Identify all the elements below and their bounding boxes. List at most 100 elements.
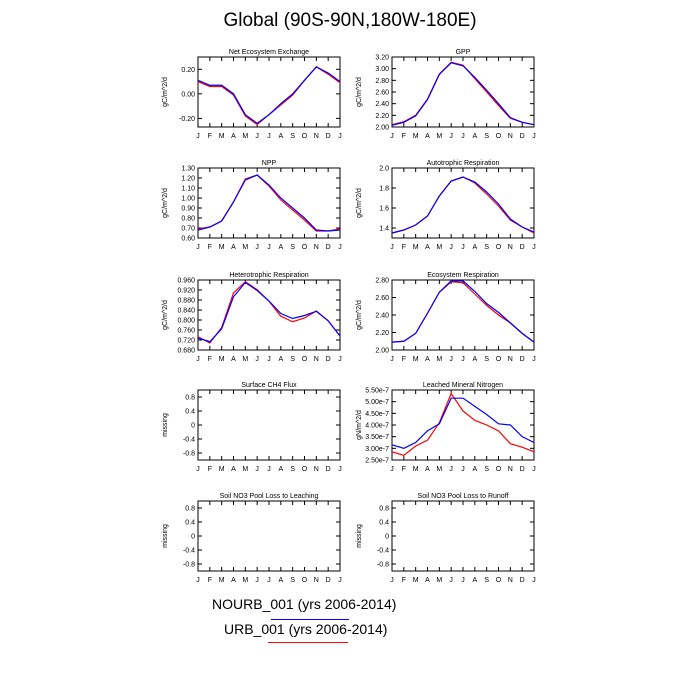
x-tick-label: M xyxy=(413,356,419,363)
plot-frame xyxy=(391,167,535,239)
y-tick-label: 2.80 xyxy=(375,278,389,285)
x-tick-label: S xyxy=(290,244,295,251)
chart-title: Autotrophic Respiration xyxy=(427,160,500,167)
x-tick-label: O xyxy=(496,577,502,584)
x-tick-label: M xyxy=(436,577,442,584)
y-tick-label: 3.00e-7 xyxy=(365,446,389,453)
x-tick-label: A xyxy=(425,577,430,584)
y-tick-label: 0.960 xyxy=(177,278,195,285)
plot-frame xyxy=(197,167,341,239)
x-tick-label: J xyxy=(255,356,259,363)
x-tick-label: A xyxy=(472,244,477,251)
x-tick-label: A xyxy=(278,244,283,251)
x-tick-label: J xyxy=(338,133,342,140)
y-tick-label: -0.4 xyxy=(377,548,389,555)
x-tick-label: O xyxy=(496,356,502,363)
y-tick-label: 0.680 xyxy=(177,348,195,355)
x-tick-label: J xyxy=(196,577,200,584)
series-line-0 xyxy=(391,397,535,449)
series-line-1 xyxy=(391,392,535,456)
x-tick-label: N xyxy=(508,356,513,363)
series-line-0 xyxy=(391,62,535,126)
y-tick-label: 1.6 xyxy=(379,206,389,213)
chart-title: Net Ecosystem Exchange xyxy=(229,49,309,56)
x-tick-label: J xyxy=(255,466,259,473)
x-tick-label: J xyxy=(255,577,259,584)
x-tick-label: A xyxy=(278,133,283,140)
x-tick-label: M xyxy=(242,133,248,140)
series-line-1 xyxy=(197,280,341,344)
y-tick-label: -0.4 xyxy=(183,548,195,555)
x-tick-label: A xyxy=(278,577,283,584)
y-axis-label: gC/m^2/d xyxy=(162,300,169,330)
x-tick-label: F xyxy=(402,244,406,251)
x-tick-label: A xyxy=(425,244,430,251)
x-tick-label: N xyxy=(314,466,319,473)
y-tick-label: 1.00 xyxy=(181,196,195,203)
x-tick-label: J xyxy=(196,356,200,363)
y-tick-label: 0.4 xyxy=(379,520,389,527)
series-line-1 xyxy=(391,281,535,343)
chart-panel-3: Autotrophic Respiration gC/m^2/d 1.4 1.6 1.8… xyxy=(356,160,536,251)
x-tick-label: F xyxy=(208,577,212,584)
legend-swatch-nourb xyxy=(271,619,349,620)
x-tick-label: J xyxy=(449,577,453,584)
chart-panel-8: Soil NO3 Pool Loss to Leaching missing -0.… xyxy=(162,493,342,584)
x-tick-label: J xyxy=(338,466,342,473)
y-tick-label: 0.8 xyxy=(185,395,195,402)
x-tick-label: J xyxy=(532,356,536,363)
y-tick-label: 0.920 xyxy=(177,288,195,295)
series-line-0 xyxy=(197,174,341,232)
y-axis-label: gC/m^2/d xyxy=(162,188,169,218)
y-tick-label: 0.70 xyxy=(181,226,195,233)
y-tick-label: -0.8 xyxy=(377,562,389,569)
x-tick-label: J xyxy=(338,577,342,584)
x-tick-label: D xyxy=(520,244,525,251)
x-tick-label: A xyxy=(231,577,236,584)
x-tick-label: A xyxy=(231,244,236,251)
y-tick-label: 0.60 xyxy=(181,236,195,243)
y-axis-label: gC/m^2/d xyxy=(162,77,169,107)
series-line-1 xyxy=(391,176,535,234)
x-tick-label: J xyxy=(255,244,259,251)
x-tick-label: N xyxy=(314,577,319,584)
y-tick-label: 0 xyxy=(191,534,195,541)
y-tick-label: 2.60 xyxy=(375,90,389,97)
x-tick-label: F xyxy=(208,356,212,363)
x-tick-label: N xyxy=(314,244,319,251)
x-tick-label: J xyxy=(267,133,271,140)
x-tick-label: J xyxy=(390,133,394,140)
y-tick-label: 4.50e-7 xyxy=(365,411,389,418)
y-tick-label: 3.20 xyxy=(375,55,389,62)
y-tick-label: 1.20 xyxy=(181,176,195,183)
x-tick-label: M xyxy=(436,356,442,363)
x-tick-label: D xyxy=(326,133,331,140)
x-tick-label: J xyxy=(255,133,259,140)
x-tick-label: S xyxy=(290,356,295,363)
chart-title: Heterotrophic Respiration xyxy=(229,272,308,279)
chart-panel-9: Soil NO3 Pool Loss to Runoff missing -0.8 -… xyxy=(356,493,536,584)
y-axis-label: missing xyxy=(162,524,169,548)
x-tick-label: J xyxy=(532,577,536,584)
x-tick-label: S xyxy=(290,133,295,140)
x-tick-label: A xyxy=(425,133,430,140)
y-tick-label: -0.20 xyxy=(179,116,195,123)
x-tick-label: A xyxy=(425,466,430,473)
x-tick-label: O xyxy=(496,244,502,251)
chart-title: GPP xyxy=(456,49,471,56)
x-tick-label: M xyxy=(242,244,248,251)
x-tick-label: S xyxy=(290,466,295,473)
y-tick-label: 0.840 xyxy=(177,308,195,315)
chart-title: NPP xyxy=(262,160,277,167)
plot-frame xyxy=(391,389,535,461)
x-tick-label: M xyxy=(436,133,442,140)
y-tick-label: 0.880 xyxy=(177,298,195,305)
x-tick-label: J xyxy=(196,133,200,140)
y-tick-label: 0.800 xyxy=(177,318,195,325)
y-tick-label: 0.00 xyxy=(181,91,195,98)
x-tick-label: J xyxy=(532,466,536,473)
x-tick-label: J xyxy=(461,466,465,473)
chart-title: Leached Mineral Nitrogen xyxy=(423,382,503,389)
legend-label-urb: URB_001 (yrs 2006-2014) xyxy=(224,621,388,637)
